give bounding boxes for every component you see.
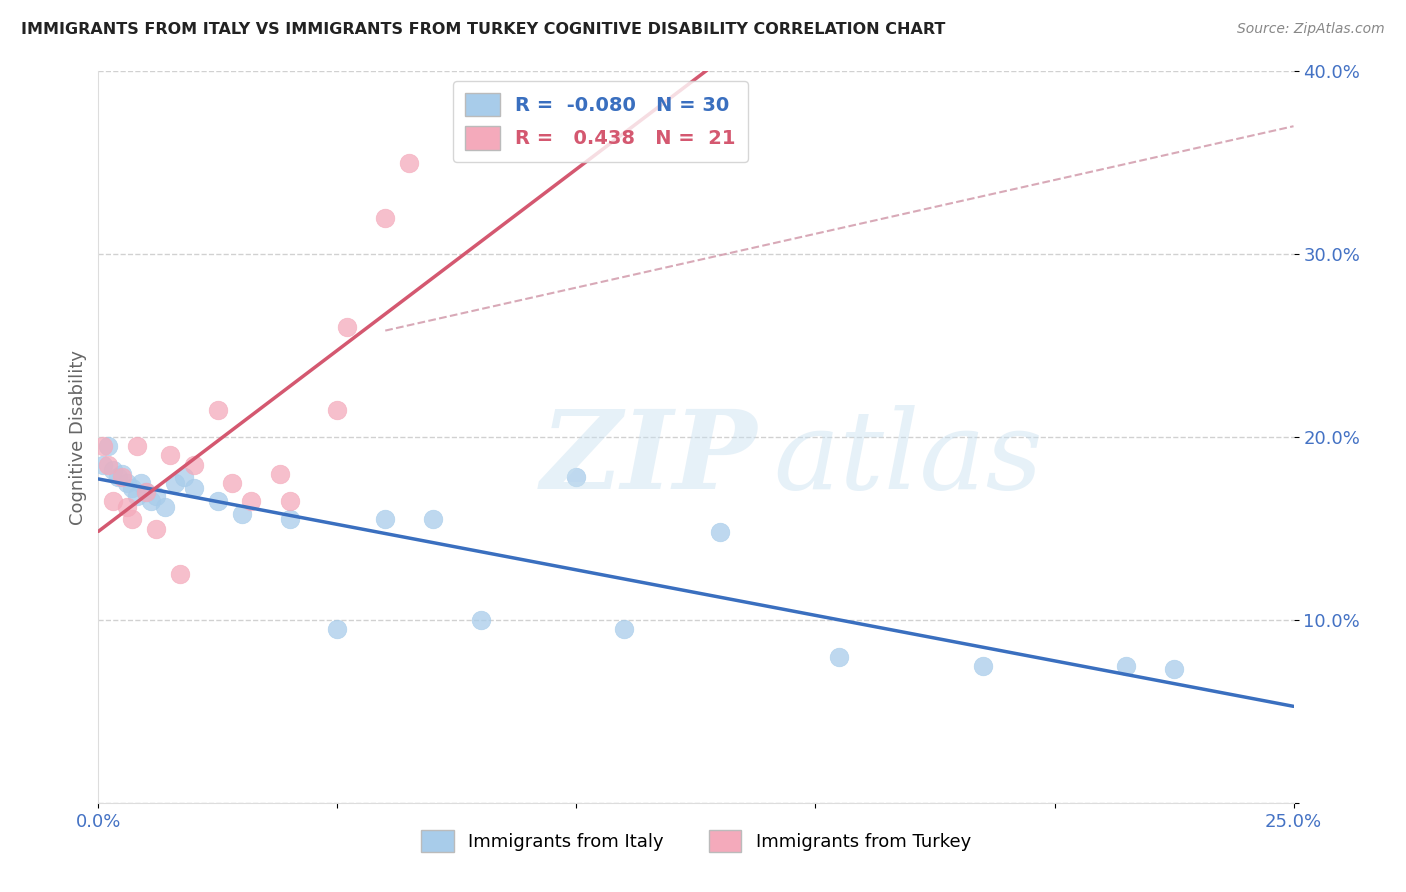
Text: ZIP: ZIP [541,405,758,513]
Point [155,500,177,514]
Point [97,458,120,472]
Point [1163,662,1185,676]
Point [613,622,636,636]
Point [131,475,153,490]
Point [183,458,205,472]
Point [125,439,148,453]
Point [115,475,138,490]
Point [183,481,205,495]
Point [121,512,143,526]
Point [125,489,148,503]
Point [709,525,731,540]
Point [111,467,134,481]
Point [101,494,124,508]
Y-axis label: Cognitive Disability: Cognitive Disability [69,350,87,524]
Text: Source: ZipAtlas.com: Source: ZipAtlas.com [1237,22,1385,37]
Point [107,470,129,484]
Point [326,402,349,417]
Point [1115,658,1137,673]
Point [97,439,120,453]
Point [336,320,359,334]
Point [207,402,229,417]
Point [422,512,444,526]
Point [470,613,492,627]
Point [972,658,994,673]
Point [231,507,253,521]
Point [101,463,124,477]
Point [121,481,143,495]
Point [111,470,134,484]
Point [115,500,138,514]
Point [278,494,301,508]
Point [135,485,157,500]
Point [398,156,420,170]
Point [565,470,588,484]
Text: IMMIGRANTS FROM ITALY VS IMMIGRANTS FROM TURKEY COGNITIVE DISABILITY CORRELATION: IMMIGRANTS FROM ITALY VS IMMIGRANTS FROM… [21,22,945,37]
Point [828,649,851,664]
Point [169,567,191,582]
Point [159,448,181,462]
Point [207,494,229,508]
Point [374,211,396,225]
Point [163,475,186,490]
Point [374,512,396,526]
Point [91,458,114,472]
Point [269,467,291,481]
Text: atlas: atlas [773,405,1043,513]
Point [173,470,195,484]
Point [139,494,162,508]
Point [145,521,167,535]
Point [240,494,263,508]
Point [135,485,157,500]
Point [145,489,167,503]
Point [91,439,114,453]
Point [278,512,301,526]
Legend: Immigrants from Italy, Immigrants from Turkey: Immigrants from Italy, Immigrants from T… [413,823,979,860]
Point [221,475,243,490]
Point [326,622,349,636]
